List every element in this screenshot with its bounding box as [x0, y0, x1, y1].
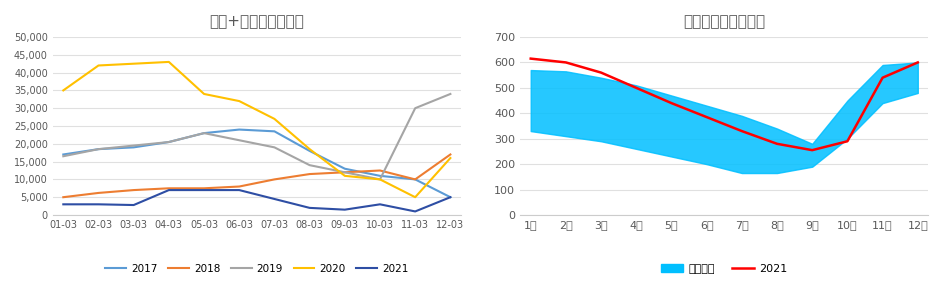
2019	[269, 145, 280, 149]
2021	[163, 188, 175, 192]
2021	[771, 142, 783, 145]
Legend: 历史区域, 2021: 历史区域, 2021	[656, 260, 792, 278]
2017	[375, 174, 386, 178]
2021	[842, 139, 853, 143]
2019	[445, 92, 456, 96]
2018	[58, 196, 69, 199]
2021	[410, 210, 421, 213]
2021	[560, 61, 571, 64]
2020	[269, 117, 280, 121]
Legend: 2017, 2018, 2019, 2020, 2021: 2017, 2018, 2019, 2020, 2021	[101, 259, 413, 278]
2018	[375, 169, 386, 172]
2021	[269, 197, 280, 201]
2017	[128, 145, 140, 149]
2018	[410, 178, 421, 181]
2021	[198, 188, 210, 192]
2021	[58, 203, 69, 206]
2017	[233, 128, 244, 131]
2021	[631, 86, 642, 90]
2018	[128, 188, 140, 192]
2019	[163, 140, 175, 144]
2021	[596, 71, 607, 74]
2019	[410, 106, 421, 110]
Line: 2019: 2019	[63, 94, 450, 179]
2018	[445, 152, 456, 156]
2018	[339, 170, 350, 174]
2020	[163, 60, 175, 64]
2019	[93, 147, 104, 151]
2018	[93, 191, 104, 195]
2019	[58, 154, 69, 158]
Line: 2017: 2017	[63, 130, 450, 197]
2019	[375, 178, 386, 181]
2021	[339, 208, 350, 211]
Line: 2018: 2018	[63, 154, 450, 197]
2020	[198, 92, 210, 96]
Title: 仓单+有效预报（张）: 仓单+有效预报（张）	[210, 14, 304, 29]
2018	[269, 178, 280, 181]
2017	[410, 178, 421, 181]
2019	[304, 163, 315, 167]
2021	[701, 115, 713, 119]
2020	[233, 99, 244, 103]
2020	[339, 174, 350, 178]
2020	[128, 62, 140, 66]
2019	[339, 170, 350, 174]
2021	[304, 206, 315, 210]
2021	[877, 76, 888, 80]
2019	[233, 138, 244, 142]
2019	[128, 144, 140, 147]
2020	[93, 64, 104, 67]
2017	[269, 130, 280, 133]
2021	[912, 61, 923, 64]
2017	[198, 131, 210, 135]
2017	[445, 196, 456, 199]
2020	[445, 156, 456, 160]
2021	[445, 196, 456, 199]
2017	[58, 152, 69, 156]
2021	[666, 101, 677, 105]
Title: 工商业库存（万吨）: 工商业库存（万吨）	[683, 14, 766, 29]
2018	[233, 185, 244, 188]
2017	[93, 147, 104, 151]
2021	[375, 203, 386, 206]
2017	[339, 167, 350, 170]
Line: 2020: 2020	[63, 62, 450, 197]
2017	[163, 140, 175, 144]
2018	[304, 172, 315, 176]
2021	[93, 203, 104, 206]
2017	[304, 149, 315, 153]
2018	[198, 186, 210, 190]
2021	[736, 129, 748, 133]
2019	[198, 131, 210, 135]
2021	[128, 203, 140, 207]
2021	[525, 57, 536, 60]
2021	[233, 188, 244, 192]
2018	[163, 186, 175, 190]
2020	[410, 196, 421, 199]
Line: 2021: 2021	[63, 190, 450, 211]
Line: 2021: 2021	[531, 59, 918, 150]
2020	[375, 178, 386, 181]
2020	[58, 88, 69, 92]
2021	[806, 148, 818, 152]
2020	[304, 147, 315, 151]
